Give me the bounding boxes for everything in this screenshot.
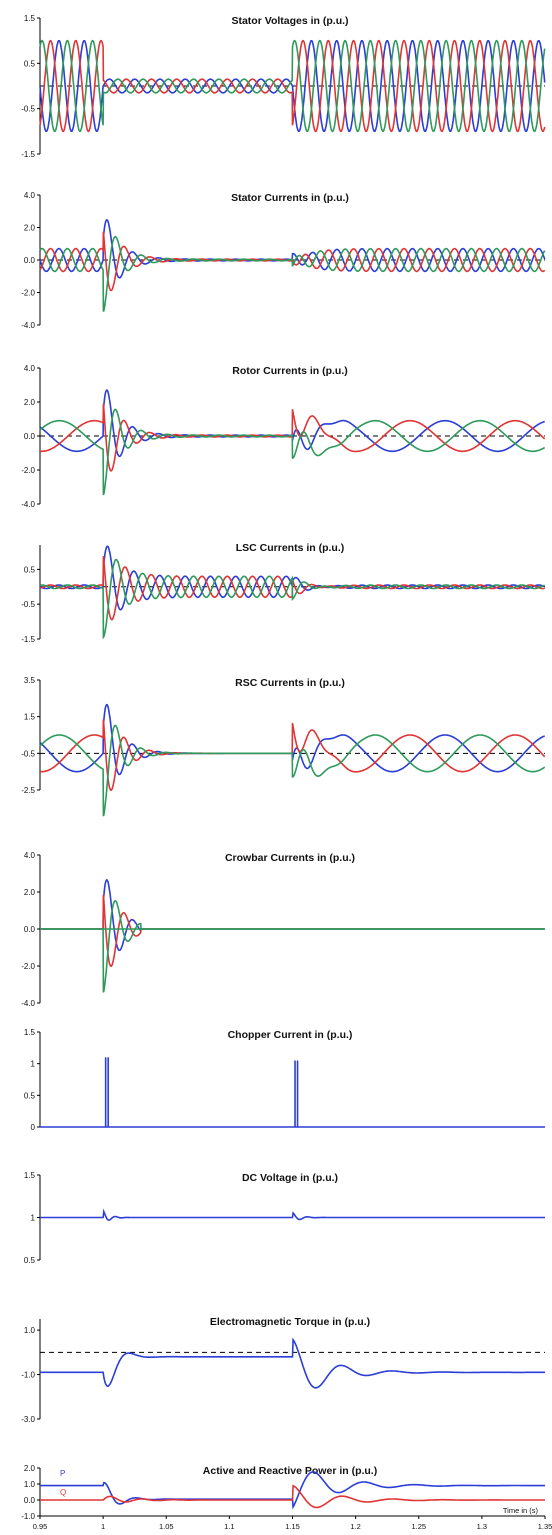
x-tick-label: 1.05	[159, 1522, 174, 1531]
panel-title: Active and Reactive Power in (p.u.)	[203, 1465, 377, 1477]
y-tick-label: -4.0	[21, 500, 35, 509]
y-tick-label: 1.5	[24, 1171, 36, 1180]
series-phase-c	[39, 724, 546, 817]
x-tick-label: 1	[101, 1522, 105, 1531]
y-tick-label: -1.5	[21, 150, 35, 159]
y-tick-label: -0.5	[21, 105, 35, 114]
y-tick-label: 1.5	[24, 713, 36, 722]
panel-8: DC Voltage in (p.u.) 1.5 1 0.5	[24, 1171, 545, 1265]
y-tick-label: -1.0	[21, 1512, 35, 1521]
y-tick-label: -3.0	[21, 1415, 35, 1424]
y-tick-label: 0.5	[24, 59, 36, 68]
legend-P: P	[60, 1469, 65, 1478]
series-phase-b	[40, 403, 546, 472]
x-tick-label: 1.2	[350, 1522, 360, 1531]
y-tick-label: 0.0	[24, 925, 36, 934]
series-Q	[40, 1484, 545, 1509]
panel-title: Stator Currents in (p.u.)	[231, 192, 349, 204]
y-tick-label: 2.0	[24, 1464, 36, 1473]
y-tick-label: 2.0	[24, 888, 36, 897]
series-phase-a	[39, 219, 546, 279]
x-tick-label: 1.3	[477, 1522, 487, 1531]
legend-Q: Q	[60, 1488, 66, 1497]
x-tick-label: 0.95	[33, 1522, 48, 1531]
y-tick-label: -0.5	[21, 600, 35, 609]
panel-2: Stator Currents in (p.u.) 4.0 2.0 0.0 -2.0 -4…	[21, 191, 546, 330]
y-tick-label: 4.0	[24, 851, 36, 860]
y-tick-label: -2.0	[21, 466, 35, 475]
panel-title: Electromagnetic Torque in (p.u.)	[210, 1316, 370, 1328]
y-tick-label: 1.5	[24, 1028, 36, 1037]
panel-4: LSC Currents in (p.u.) 0.5 -0.5 -1.5	[21, 542, 545, 644]
y-tick-label: 2.0	[24, 398, 36, 407]
x-tick-label: 1.1	[224, 1522, 234, 1531]
panel-title: Rotor Currents in (p.u.)	[232, 365, 348, 377]
y-tick-label: -4.0	[21, 999, 35, 1008]
series-main	[40, 1337, 545, 1389]
x-axis: 0.95 1 1.05 1.1 1.15 1.2 1.25 1.3 1.35 Time in (s…	[33, 1506, 552, 1531]
panel-7: Chopper Current in (p.u.) 1.5 1 0.5 0	[24, 1028, 545, 1132]
y-tick-label: -1.5	[21, 635, 35, 644]
series-phase-c	[39, 408, 545, 496]
panel-title: DC Voltage in (p.u.)	[242, 1172, 338, 1184]
panel-1: Stator Voltages in (p.u.) 1.5 0.5 -0.5 -1.5	[21, 14, 546, 159]
y-tick-label: -2.0	[21, 962, 35, 971]
series-phase-b	[40, 894, 545, 968]
y-tick-label: 1.5	[24, 14, 36, 23]
y-tick-label: -2.5	[21, 786, 35, 795]
y-tick-label: 0	[31, 1123, 36, 1132]
y-tick-label: 4.0	[24, 364, 36, 373]
y-tick-label: 1.0	[24, 1326, 36, 1335]
series-phase-a	[39, 39, 546, 133]
series-phase-a	[40, 879, 545, 952]
y-tick-label: 3.5	[24, 676, 36, 685]
y-tick-label: 4.0	[24, 191, 36, 200]
y-tick-label: 0.0	[24, 432, 36, 441]
series-phase-c	[39, 558, 545, 640]
panel-title: Crowbar Currents in (p.u.)	[225, 852, 355, 864]
x-tick-label: 1.35	[538, 1522, 552, 1531]
panel-title: LSC Currents in (p.u.)	[236, 542, 345, 554]
y-tick-label: 0.0	[24, 256, 36, 265]
panel-6: Crowbar Currents in (p.u.) 4.0 2.0 0.0 -2.0 -…	[21, 851, 545, 1008]
series-main	[40, 1208, 545, 1221]
x-tick-label: 1.15	[285, 1522, 300, 1531]
series-phase-b	[40, 719, 546, 792]
x-axis-label: Time in (s)	[503, 1506, 539, 1515]
panel-title: Stator Voltages in (p.u.)	[231, 15, 348, 27]
y-tick-label: -0.5	[21, 749, 35, 758]
panel-10: Active and Reactive Power in (p.u.) 2.0 1.…	[21, 1464, 545, 1521]
y-tick-label: 1	[31, 1214, 36, 1223]
y-tick-label: 2.0	[24, 224, 36, 233]
y-tick-label: 0.5	[24, 1091, 36, 1100]
x-tick-label: 1.25	[411, 1522, 426, 1531]
y-tick-label: -4.0	[21, 321, 35, 330]
y-tick-label: 1.0	[24, 1480, 36, 1489]
panel-9: Electromagnetic Torque in (p.u.) 1.0 -1.0 -…	[21, 1316, 545, 1424]
y-tick-label: 0.5	[24, 565, 36, 574]
y-tick-label: 1	[31, 1060, 36, 1069]
y-tick-label: -2.0	[21, 289, 35, 298]
series-phase-c	[39, 39, 546, 133]
series-phase-b	[39, 39, 546, 133]
series-phase-c	[39, 235, 546, 312]
y-tick-label: 0.0	[24, 1496, 36, 1505]
y-tick-label: 0.5	[24, 1256, 36, 1265]
panel-5: RSC Currents in (p.u.) 3.5 1.5 -0.5 -2.5	[21, 676, 546, 817]
y-tick-label: -1.0	[21, 1371, 35, 1380]
panel-title: Chopper Current in (p.u.)	[228, 1029, 353, 1041]
panel-3: Rotor Currents in (p.u.) 4.0 2.0 0.0 -2.0 -4.…	[21, 364, 546, 509]
panel-title: RSC Currents in (p.u.)	[235, 677, 345, 689]
